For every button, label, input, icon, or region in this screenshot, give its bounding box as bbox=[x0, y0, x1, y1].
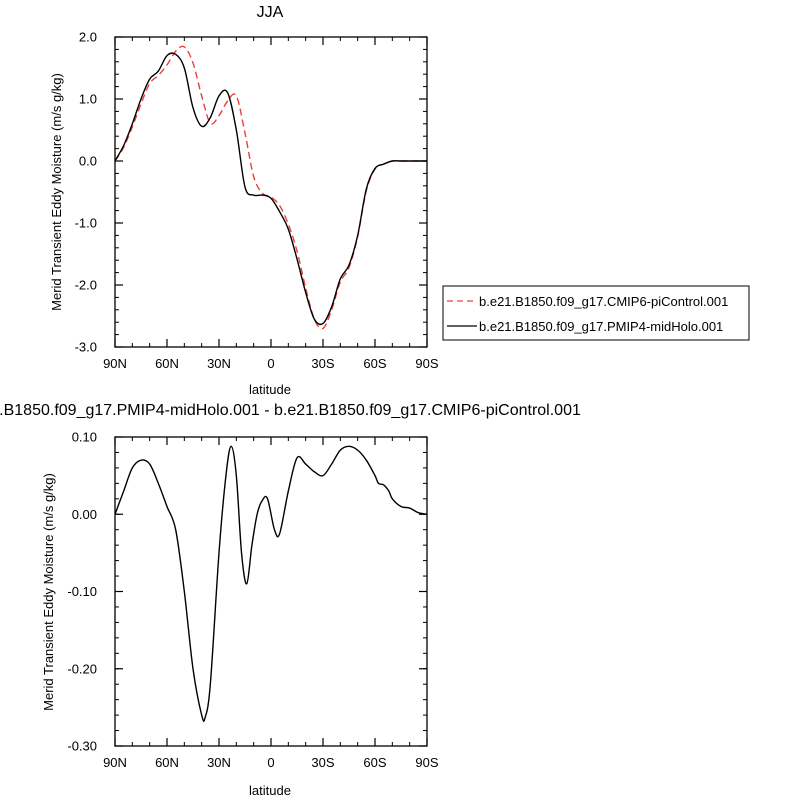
bottom-x-tick-label: 60N bbox=[155, 755, 179, 770]
top-y-tick-label: -2.0 bbox=[75, 278, 97, 293]
bottom-x-tick-label: 30S bbox=[311, 755, 334, 770]
top-x-tick-label: 30S bbox=[311, 356, 334, 371]
bottom-x-tick-label: 90N bbox=[103, 755, 127, 770]
top-y-tick-label: -3.0 bbox=[75, 340, 97, 355]
top-x-tick-label: 60S bbox=[363, 356, 386, 371]
top-series-line-1 bbox=[114, 52, 427, 326]
legend-box bbox=[442, 285, 750, 341]
bottom-frame bbox=[114, 436, 428, 747]
top-y-tick-label: 2.0 bbox=[79, 30, 97, 45]
bottom-y-tick-label: -0.10 bbox=[67, 584, 97, 599]
top-y-tick-label: 0.0 bbox=[79, 154, 97, 169]
bottom-y-tick-label: -0.30 bbox=[67, 739, 97, 754]
top-frame bbox=[114, 36, 428, 348]
top-panel: JJA Merid Transient Eddy Moisture (m/s g… bbox=[49, 4, 750, 397]
top-x-tick-label: 30N bbox=[207, 356, 231, 371]
legend-label-midholo: b.e21.B1850.f09_g17.PMIP4-midHolo.001 bbox=[479, 319, 723, 334]
top-x-tick-label: 0 bbox=[267, 356, 274, 371]
bottom-plot-area: 90N 60N 30N 0 30S 60S 90S 0.10 0.00 -0.10 -0.20 -0.… bbox=[67, 430, 439, 771]
bottom-x-tick-label: 30N bbox=[207, 755, 231, 770]
bottom-title: b.e21.B1850.f09_g17.PMIP4-midHolo.001 - … bbox=[0, 402, 581, 419]
top-x-tick-label: 90N bbox=[103, 356, 127, 371]
bottom-panel: b.e21.B1850.f09_g17.PMIP4-midHolo.001 - … bbox=[0, 402, 581, 798]
bottom-x-axis-label: latitude bbox=[249, 783, 291, 798]
bottom-x-tick-label: 90S bbox=[415, 755, 438, 770]
bottom-series-line-0 bbox=[114, 445, 428, 722]
bottom-y-tick-label: -0.20 bbox=[67, 661, 97, 676]
top-series-line-0 bbox=[114, 45, 427, 330]
top-title: JJA bbox=[257, 4, 284, 21]
top-x-tick-label: 90S bbox=[415, 356, 438, 371]
top-y-axis-label: Merid Transient Eddy Moisture (m/s g/kg) bbox=[49, 73, 64, 311]
bottom-x-tick-label: 60S bbox=[363, 755, 386, 770]
bottom-x-tick-label: 0 bbox=[267, 755, 274, 770]
bottom-y-tick-label: 0.00 bbox=[72, 507, 97, 522]
bottom-y-axis-label: Merid Transient Eddy Moisture (m/s g/kg) bbox=[41, 473, 56, 711]
top-y-tick-label: -1.0 bbox=[75, 216, 97, 231]
top-x-tick-label: 60N bbox=[155, 356, 179, 371]
top-plot-area: 90N 60N 30N 0 30S 60S 90S 2.0 1.0 0.0 -1.0 -2.0 -3.0 bbox=[75, 30, 439, 372]
top-y-tick-label: 1.0 bbox=[79, 92, 97, 107]
legend: b.e21.B1850.f09_g17.CMIP6-piControl.001 … bbox=[442, 285, 750, 341]
top-x-axis-label: latitude bbox=[249, 382, 291, 397]
legend-label-picontrol: b.e21.B1850.f09_g17.CMIP6-piControl.001 bbox=[479, 294, 728, 309]
bottom-y-tick-label: 0.10 bbox=[72, 430, 97, 445]
